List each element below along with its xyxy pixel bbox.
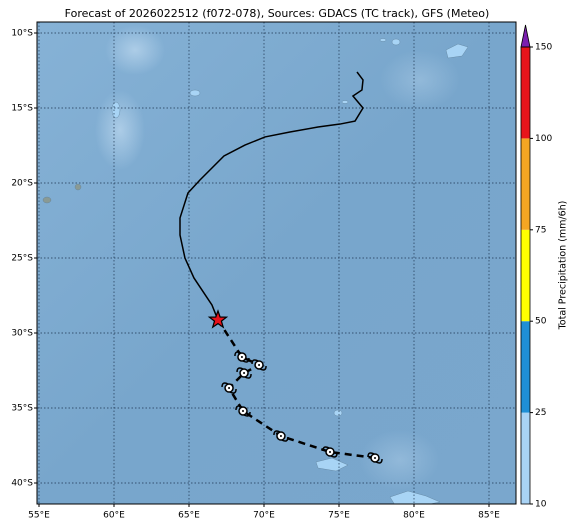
colorbar-bin (521, 229, 530, 322)
cyclone-arms (221, 382, 237, 394)
cyclone-symbol (367, 452, 383, 464)
cyclone-arms (273, 430, 289, 442)
cyclone-dot (329, 450, 331, 453)
cyclone-arms (251, 359, 267, 371)
colorbar-bin (521, 47, 530, 139)
colorbar-bin (521, 138, 530, 230)
lat-tick-label: 40°S (11, 479, 33, 489)
cyclone-dot (228, 387, 231, 390)
colorbar-tick-label: 150 (535, 43, 552, 53)
cyclone-dot (258, 363, 261, 366)
colorbar-tick-label: 25 (535, 408, 546, 418)
colorbar-bin (521, 321, 530, 413)
colorbar-tick-label: 75 (535, 225, 546, 235)
lon-tick-label: 60°E (103, 511, 125, 521)
map-background (37, 22, 516, 504)
cyclone-symbol (221, 382, 237, 394)
lat-tick-label: 15°S (11, 104, 33, 114)
lon-tick-label: 65°E (178, 511, 200, 521)
cyclone-dot (374, 456, 376, 459)
cyclone-symbol (234, 351, 250, 363)
lon-tick-label: 70°E (253, 511, 275, 521)
lon-tick-label: 55°E (28, 511, 50, 521)
lon-tick-label: 75°E (328, 511, 350, 521)
cyclone-arms (236, 367, 252, 379)
cyclone-symbol (273, 430, 289, 442)
cyclone-dot (279, 435, 282, 438)
cyclone-dot (242, 410, 244, 412)
lat-tick-label: 35°S (11, 404, 33, 414)
colorbar-frame (520, 46, 531, 505)
current-position (207, 309, 229, 329)
lat-tick-label: 30°S (11, 329, 33, 339)
cyclone-dot (243, 372, 246, 375)
colorbar-label: Total Precipitation (mm/6h) (558, 201, 569, 331)
title: Forecast of 2026022512 (f072-078), Sourc… (65, 7, 490, 20)
graticule (34, 22, 516, 507)
cyclone-arms (235, 405, 251, 417)
lat-tick-label: 10°S (11, 29, 33, 39)
cyclone-symbol (251, 359, 267, 371)
observed-track (179, 71, 364, 321)
colorbar-bin (521, 412, 530, 504)
lon-tick-label: 85°E (478, 511, 500, 521)
lat-tick-label: 20°S (11, 179, 33, 189)
cyclone-symbol (235, 405, 251, 417)
tracks (179, 71, 383, 464)
cyclone-arms (234, 351, 250, 363)
lat-tick-label: 25°S (11, 254, 33, 264)
cyclone-arms (367, 452, 383, 464)
colorbar-tick-label: 100 (535, 134, 552, 144)
colorbar-extend (520, 24, 531, 48)
cyclone-arms (322, 446, 338, 458)
colorbar: 10 25 50 75 100 150 (520, 24, 552, 510)
map-frame (36, 21, 517, 505)
lon-tick-label: 80°E (403, 511, 425, 521)
colorbar-tick-label: 50 (535, 317, 547, 327)
cyclone-symbol (236, 367, 252, 379)
cyclone-symbol (322, 446, 338, 458)
colorbar-tick-label: 10 (535, 500, 547, 510)
islands (42, 38, 469, 504)
cyclone-dot (240, 356, 243, 358)
